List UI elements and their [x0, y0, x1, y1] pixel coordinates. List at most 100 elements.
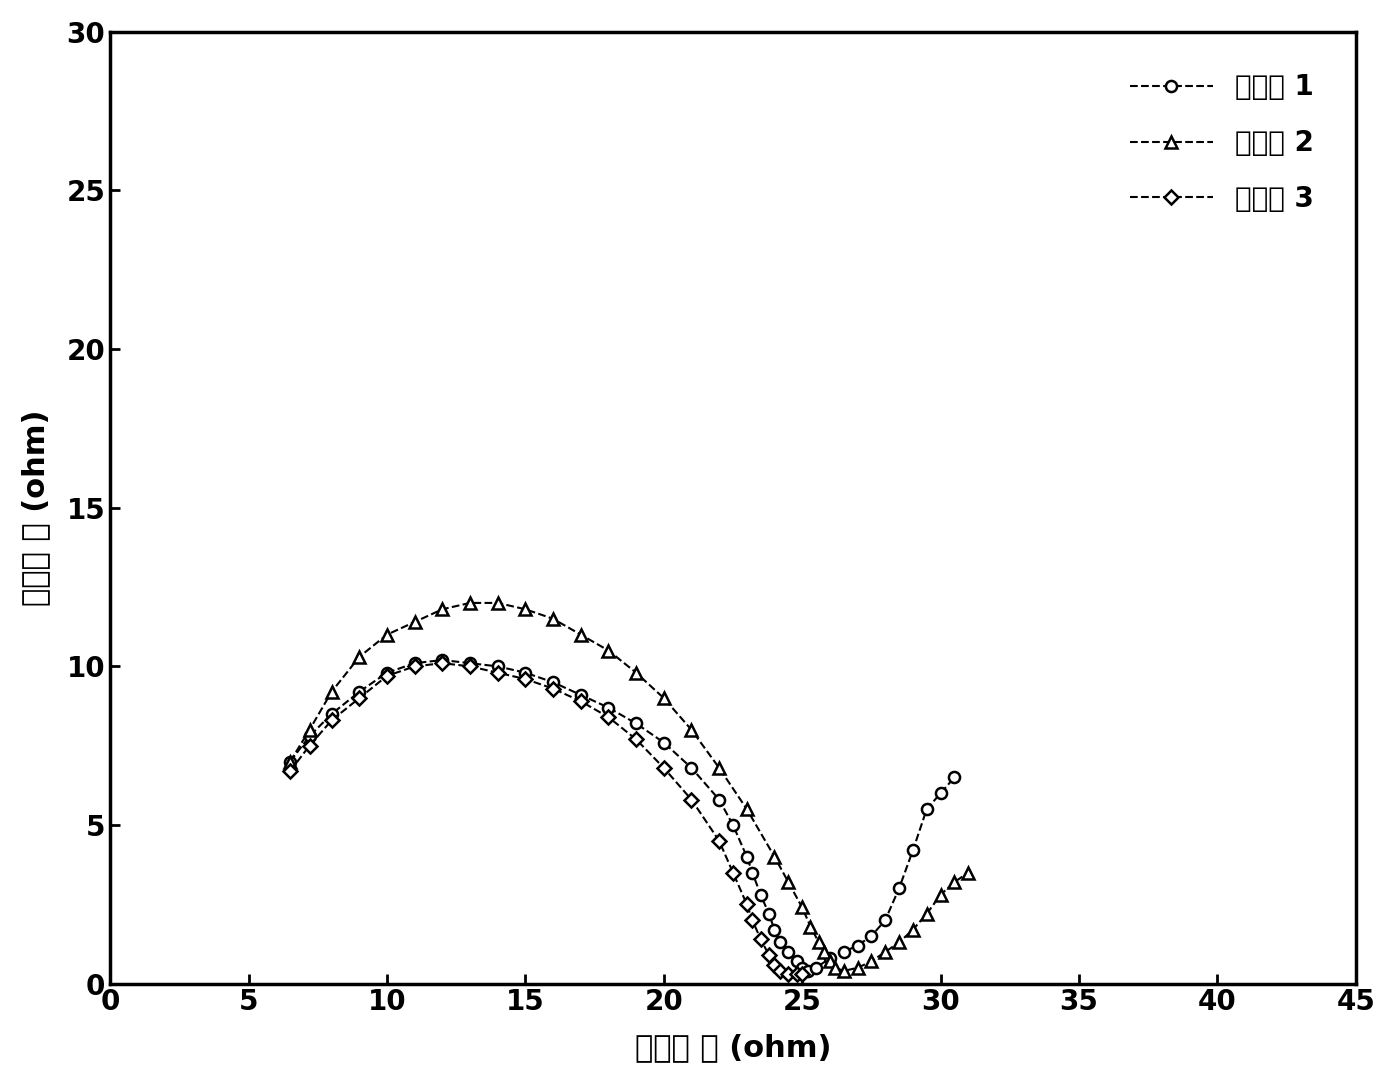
实施例 2 — [863, 955, 879, 968]
实施例 1 — [800, 965, 817, 978]
实施例 1 — [711, 793, 727, 806]
实施例 2 — [766, 850, 783, 863]
实施例 1 — [752, 888, 769, 901]
实施例 2 — [517, 603, 533, 616]
实施例 1 — [683, 761, 699, 774]
实施例 1 — [490, 660, 507, 673]
实施例 1 — [761, 908, 778, 921]
实施例 1 — [655, 736, 671, 749]
实施例 1 — [808, 962, 825, 975]
实施例 1 — [946, 771, 963, 784]
实施例 2 — [282, 755, 299, 768]
实施例 1 — [789, 955, 805, 968]
实施例 3 — [628, 733, 645, 746]
实施例 3 — [282, 765, 299, 778]
实施例 1 — [863, 929, 879, 942]
实施例 2 — [302, 723, 318, 736]
实施例 2 — [462, 597, 479, 610]
实施例 2 — [919, 908, 935, 921]
实施例 3 — [406, 660, 423, 673]
Y-axis label: 虚部阻 抗 (ohm): 虚部阻 抗 (ohm) — [21, 409, 50, 606]
实施例 2 — [711, 761, 727, 774]
实施例 3 — [572, 695, 589, 708]
实施例 2 — [877, 945, 893, 958]
实施例 1 — [780, 945, 797, 958]
实施例 2 — [815, 945, 832, 958]
实施例 1 — [572, 689, 589, 702]
Line: 实施例 2: 实施例 2 — [285, 598, 974, 977]
实施例 1 — [517, 666, 533, 679]
实施例 1 — [600, 701, 617, 714]
实施例 2 — [960, 866, 977, 879]
实施例 1 — [462, 656, 479, 669]
X-axis label: 实部阻 抗 (ohm): 实部阻 抗 (ohm) — [635, 1033, 831, 1062]
实施例 2 — [572, 628, 589, 641]
实施例 2 — [490, 597, 507, 610]
实施例 2 — [350, 651, 367, 664]
实施例 1 — [772, 936, 789, 949]
实施例 3 — [738, 898, 755, 911]
实施例 1 — [378, 666, 395, 679]
实施例 2 — [378, 628, 395, 641]
实施例 1 — [282, 755, 299, 768]
实施例 3 — [725, 866, 741, 879]
实施例 1 — [406, 656, 423, 669]
实施例 1 — [544, 676, 561, 689]
实施例 2 — [406, 615, 423, 628]
实施例 3 — [462, 660, 479, 673]
实施例 3 — [544, 682, 561, 695]
实施例 1 — [744, 866, 761, 879]
实施例 1 — [933, 786, 949, 799]
实施例 1 — [628, 717, 645, 730]
实施例 2 — [683, 723, 699, 736]
实施例 2 — [803, 921, 819, 934]
实施例 3 — [794, 967, 811, 980]
实施例 1 — [725, 819, 741, 832]
实施例 1 — [891, 882, 907, 895]
实施例 1 — [434, 653, 451, 666]
实施例 1 — [877, 914, 893, 927]
实施例 3 — [789, 967, 805, 980]
实施例 3 — [490, 666, 507, 679]
实施例 2 — [933, 888, 949, 901]
实施例 3 — [766, 958, 783, 971]
实施例 2 — [835, 965, 852, 978]
实施例 3 — [517, 673, 533, 686]
实施例 3 — [324, 714, 341, 727]
实施例 3 — [600, 710, 617, 723]
实施例 3 — [378, 669, 395, 682]
实施例 1 — [794, 962, 811, 975]
实施例 1 — [919, 803, 935, 815]
实施例 1 — [905, 844, 921, 857]
实施例 3 — [744, 914, 761, 927]
实施例 2 — [821, 955, 838, 968]
实施例 2 — [826, 962, 843, 975]
实施例 3 — [711, 834, 727, 847]
实施例 2 — [891, 936, 907, 949]
实施例 2 — [600, 644, 617, 657]
实施例 1 — [302, 730, 318, 743]
实施例 2 — [794, 901, 811, 914]
实施例 1 — [821, 952, 838, 965]
实施例 1 — [324, 707, 341, 720]
实施例 3 — [655, 761, 671, 774]
Legend: 实施例 1, 实施例 2, 实施例 3: 实施例 1, 实施例 2, 实施例 3 — [1101, 45, 1342, 240]
实施例 3 — [350, 692, 367, 705]
实施例 2 — [628, 666, 645, 679]
实施例 2 — [434, 603, 451, 616]
实施例 2 — [544, 612, 561, 625]
实施例 1 — [766, 923, 783, 936]
Line: 实施例 1: 实施例 1 — [285, 654, 960, 977]
实施例 1 — [738, 850, 755, 863]
实施例 2 — [849, 962, 866, 975]
实施例 2 — [655, 692, 671, 705]
实施例 1 — [835, 945, 852, 958]
实施例 3 — [761, 949, 778, 962]
实施例 1 — [849, 939, 866, 952]
实施例 2 — [324, 686, 341, 699]
实施例 2 — [780, 876, 797, 889]
实施例 3 — [752, 932, 769, 945]
实施例 2 — [738, 803, 755, 815]
实施例 2 — [811, 936, 828, 949]
实施例 3 — [780, 967, 797, 980]
